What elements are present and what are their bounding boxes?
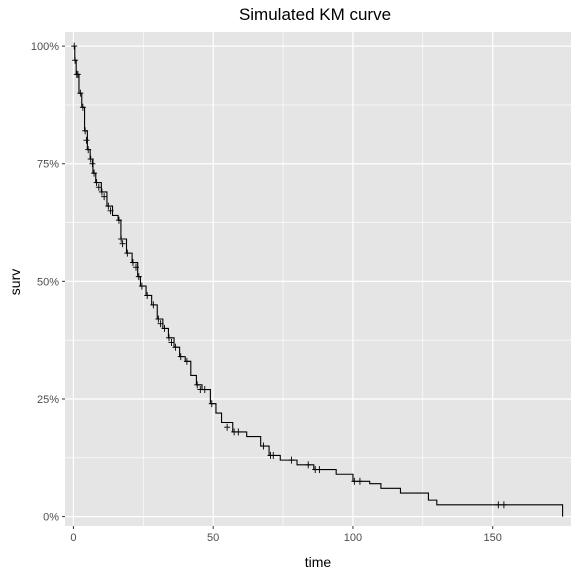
censor-layer: [71, 42, 507, 509]
y-tick-label: 50%: [37, 276, 59, 288]
x-axis-title: time: [305, 554, 332, 570]
censor-mark: [495, 501, 502, 509]
censor-mark: [201, 386, 208, 394]
censor-mark: [224, 423, 231, 431]
censor-mark: [83, 136, 90, 144]
x-tick-label: 100: [344, 532, 362, 544]
censor-mark: [98, 188, 105, 196]
censor-mark: [135, 273, 142, 281]
censor-mark: [95, 183, 102, 191]
censor-mark: [305, 461, 312, 469]
y-tick-label: 100%: [31, 41, 59, 53]
censor-mark: [115, 216, 122, 224]
censor-mark: [165, 334, 172, 342]
x-tick-label: 50: [207, 532, 219, 544]
censor-mark: [119, 240, 126, 248]
censor-mark: [101, 193, 108, 201]
censor-mark: [71, 42, 78, 50]
censor-mark: [72, 56, 79, 64]
censor-mark: [87, 155, 94, 163]
grid-layer: [65, 32, 571, 526]
censor-mark: [168, 339, 175, 347]
censor-mark: [107, 207, 114, 215]
censor-mark: [316, 466, 323, 474]
y-tick-label: 25%: [37, 394, 59, 406]
censor-mark: [133, 263, 140, 271]
y-tick-label: 75%: [37, 159, 59, 171]
censor-mark: [79, 103, 86, 111]
censor-mark: [85, 146, 92, 154]
censor-mark: [161, 324, 168, 332]
censor-mark: [177, 353, 184, 361]
censor-mark: [356, 477, 363, 485]
axis-layer: 0 50 100 150 0% 25% 50% 75% 100%: [31, 41, 502, 544]
censor-mark: [194, 381, 201, 389]
censor-mark: [77, 89, 84, 97]
censor-mark: [138, 282, 145, 290]
censor-mark: [124, 249, 131, 257]
censor-mark: [172, 343, 179, 351]
censor-mark: [260, 442, 267, 450]
censor-mark: [74, 70, 81, 78]
censor-mark: [105, 202, 112, 210]
x-tick-label: 0: [70, 532, 76, 544]
censor-mark: [129, 259, 136, 267]
censor-mark: [500, 501, 507, 509]
censor-mark: [118, 235, 125, 243]
censor-mark: [93, 179, 100, 187]
x-tick-label: 150: [484, 532, 502, 544]
censor-mark: [91, 169, 98, 177]
censor-mark: [351, 477, 358, 485]
censor-mark: [183, 357, 190, 365]
plot-panel: [65, 32, 571, 526]
censor-mark: [235, 428, 242, 436]
censor-mark: [155, 315, 162, 323]
censor-mark: [144, 291, 151, 299]
censor-mark: [150, 301, 157, 309]
y-axis-title: surv: [7, 269, 23, 295]
censor-mark: [208, 400, 215, 408]
chart-title: Simulated KM curve: [239, 5, 391, 24]
censor-mark: [89, 160, 96, 168]
censor-mark: [270, 451, 277, 459]
censor-mark: [288, 456, 295, 464]
censor-mark: [157, 320, 164, 328]
y-tick-label: 0%: [43, 512, 59, 524]
censor-mark: [82, 127, 89, 135]
